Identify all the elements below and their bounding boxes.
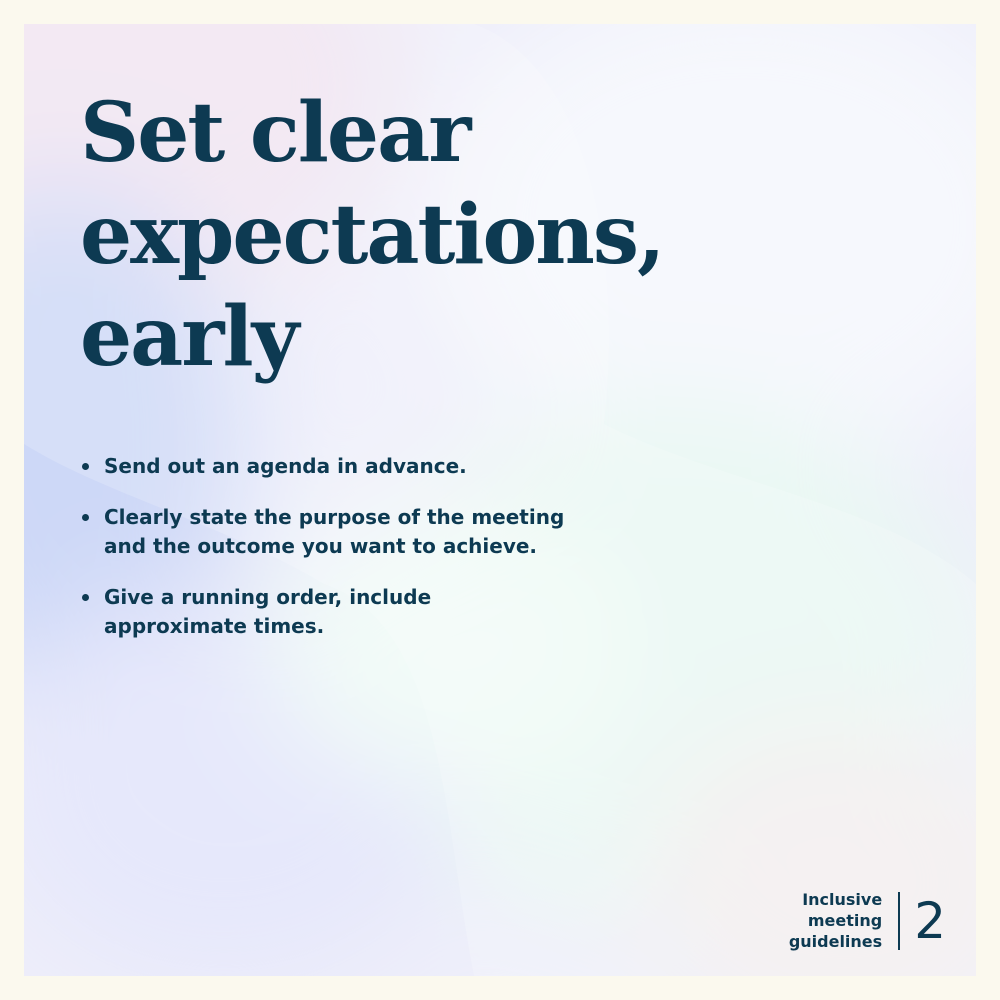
slide-title: Set clear expectations, early (80, 82, 860, 388)
title-line: early (80, 289, 299, 385)
bullet-dot-icon (82, 514, 89, 521)
footer-divider (898, 891, 901, 950)
title-line: expectations, (80, 187, 666, 283)
bullet-text-line: Send out an agenda in advance. (104, 454, 467, 478)
bullet-item: Send out an agenda in advance. (80, 452, 680, 481)
bullet-text-line: and the outcome you want to achieve. (104, 534, 538, 558)
series-name-line: meeting (807, 911, 883, 930)
bullet-item: Give a running order, include approximat… (80, 583, 680, 641)
series-name-line: Inclusive (802, 890, 883, 909)
bullet-dot-icon (82, 463, 89, 470)
bullet-item: Clearly state the purpose of the meeting… (80, 503, 680, 561)
slide-card: Set clear expectations, early Send out a… (24, 24, 976, 976)
bullet-text-line: Give a running order, include (104, 585, 432, 609)
bullet-text-line: approximate times. (104, 614, 325, 638)
bullet-list: Send out an agenda in advance. Clearly s… (80, 452, 680, 663)
bullet-dot-icon (82, 594, 89, 601)
title-line: Set clear (80, 85, 471, 181)
footer: Inclusive meeting guidelines 2 (789, 889, 946, 952)
gradient-background (24, 24, 976, 976)
series-name: Inclusive meeting guidelines (789, 889, 882, 952)
bullet-text-line: Clearly state the purpose of the meeting (104, 505, 565, 529)
series-name-line: guidelines (788, 932, 883, 951)
page-number: 2 (914, 891, 946, 950)
